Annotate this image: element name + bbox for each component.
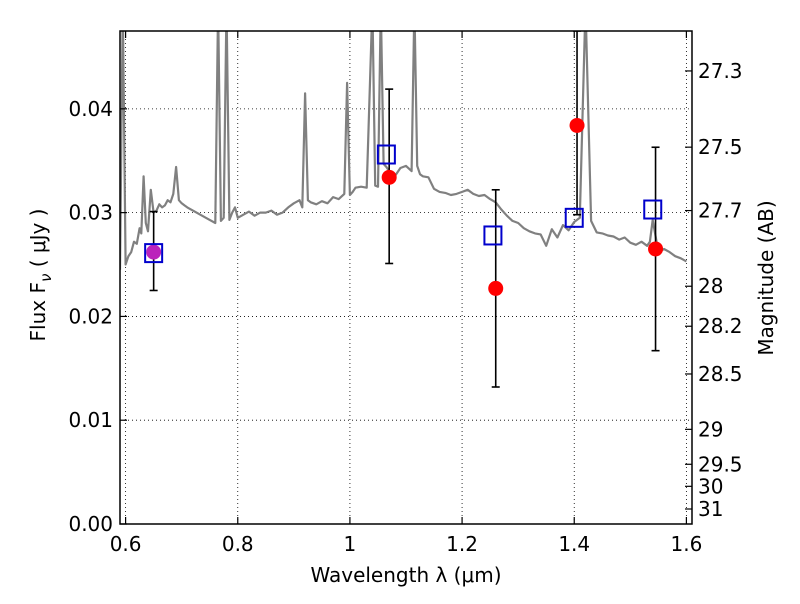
model-band-point [144,243,164,264]
x-tick-label: 1 [344,532,357,556]
plot-frame [119,30,693,525]
y2-tick-label: 27.5 [698,135,743,159]
y-tick-label: 0.04 [68,97,113,121]
x-axis-title: Wavelength λ (μm) [310,563,501,587]
model-band-point [376,144,396,165]
model-band-points-layer [144,144,663,264]
y2-axis-title: Magnitude (AB) [754,200,778,355]
observed-point [569,117,585,133]
x-tick-label: 1.2 [446,532,478,556]
observed-point [648,241,664,257]
y-tick-label: 0.03 [68,201,113,225]
y-tick-label: 0.02 [68,304,113,328]
y2-tick-label: 29 [698,417,723,441]
y-tick-label: 0.00 [68,512,113,536]
y-axis-title: Flux Fν ( μJy ) [26,209,55,342]
x-tick-label: 1.4 [558,532,590,556]
x-tick-label: 0.8 [222,532,254,556]
observed-point [488,280,504,296]
observed-points-layer [146,117,664,296]
y-axis-title-main: Flux F [26,282,50,341]
y-axis-left: 0.00 0.01 0.02 0.03 0.04 [68,97,127,536]
observed-point [381,169,397,185]
y2-tick-label: 28 [698,274,723,298]
y2-tick-label: 31 [698,497,723,521]
grid [120,31,692,525]
y2-tick-label: 29.5 [698,452,743,476]
x-axis: 0.6 0.8 1 1.2 1.4 1.6 [110,31,702,556]
x-tick-label: 0.6 [110,532,142,556]
observed-point [146,244,162,260]
y-tick-label: 0.01 [68,408,113,432]
model-band-point [483,225,503,246]
model-band-point [564,207,584,228]
x-tick-label: 1.6 [670,532,702,556]
y-axis-title-sub: ν [37,274,55,282]
y2-tick-label: 28.5 [698,362,743,386]
model-spectrum-line [120,31,687,270]
y2-tick-label: 27.3 [698,59,743,83]
y-axis-title-unit: ( μJy ) [26,209,50,274]
y2-tick-label: 30 [698,474,723,498]
y2-tick-label: 27.7 [698,199,743,223]
model-spectrum-layer [120,31,687,270]
model-band-point [643,199,663,220]
y2-tick-label: 28.2 [698,314,743,338]
